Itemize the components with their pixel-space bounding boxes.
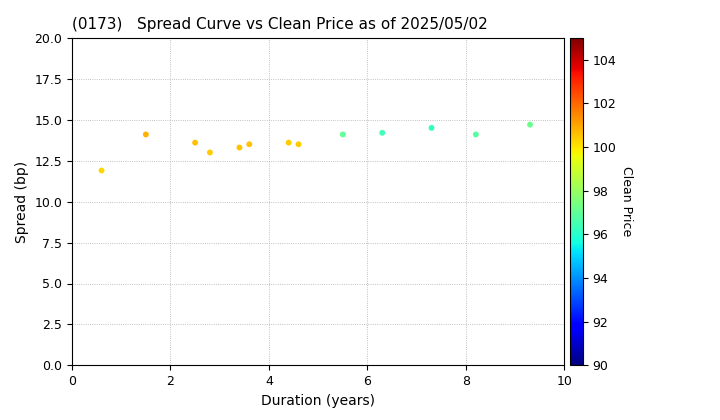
Point [524,121,536,128]
Point [204,149,216,156]
Y-axis label: Clean Price: Clean Price [620,166,633,237]
Point [337,131,348,138]
X-axis label: Duration (years): Duration (years) [261,394,375,408]
Point [96,167,107,174]
Point [377,129,388,136]
Y-axis label: Spread (bp): Spread (bp) [15,160,29,243]
Point [243,141,255,147]
Point [293,141,305,147]
Point [189,139,201,146]
Text: (0173)   Spread Curve vs Clean Price as of 2025/05/02: (0173) Spread Curve vs Clean Price as of… [72,18,487,32]
Point [470,131,482,138]
Point [283,139,294,146]
Point [234,144,246,151]
Point [426,124,437,131]
Point [140,131,152,138]
